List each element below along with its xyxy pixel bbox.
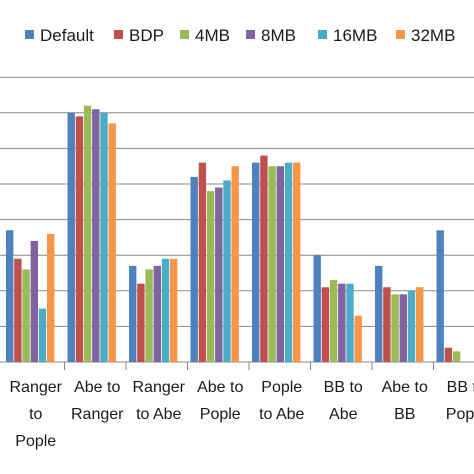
bar-32mb-6 bbox=[416, 287, 424, 362]
bar-default-6 bbox=[375, 265, 383, 362]
bar-16mb-1 bbox=[100, 112, 108, 362]
category-tick-label: Pople bbox=[446, 406, 474, 423]
bar-8mb-5 bbox=[338, 283, 346, 362]
category-tick-label: Ranger bbox=[133, 379, 186, 396]
bar-4mb-6 bbox=[391, 294, 399, 362]
bar-4mb-3 bbox=[206, 191, 215, 362]
bar-8mb-4 bbox=[276, 166, 284, 362]
bar-4mb-7 bbox=[452, 351, 461, 362]
legend-label-4mb: 4MB bbox=[195, 26, 230, 45]
legend-label-bdp: BDP bbox=[129, 26, 164, 45]
bar-16mb-3 bbox=[223, 180, 231, 362]
legend-label-32mb: 32MB bbox=[411, 26, 455, 45]
bar-4mb-1 bbox=[83, 105, 92, 363]
category-tick-label: Abe to bbox=[74, 379, 120, 396]
bar-bdp-4 bbox=[260, 155, 268, 362]
legend-swatch-32mb bbox=[396, 30, 405, 39]
bar-16mb-0 bbox=[38, 308, 47, 362]
category-tick-label: Pople bbox=[15, 433, 56, 450]
legend-swatch-16mb bbox=[318, 30, 327, 39]
category-tick-label: Ranger bbox=[71, 406, 124, 423]
category-tick-label: BB to bbox=[447, 379, 474, 396]
bar-8mb-2 bbox=[153, 265, 161, 362]
bar-4mb-2 bbox=[145, 269, 153, 362]
bar-8mb-6 bbox=[399, 294, 407, 362]
category-tick-label: to Abe bbox=[136, 406, 181, 423]
category-tick-label: Pople bbox=[200, 406, 241, 423]
bar-bdp-3 bbox=[198, 162, 207, 362]
legend-swatch-bdp bbox=[114, 30, 123, 39]
bar-32mb-3 bbox=[231, 166, 239, 362]
category-axis: Ranger to Pople Abe to Ranger Ranger to Abe Abe… bbox=[10, 362, 474, 450]
bar-4mb-0 bbox=[22, 269, 30, 362]
bars bbox=[6, 105, 461, 363]
bar-16mb-2 bbox=[161, 258, 170, 362]
bar-16mb-4 bbox=[284, 162, 293, 362]
category-tick-label: Ranger bbox=[10, 379, 63, 396]
bar-default-1 bbox=[67, 112, 75, 362]
bar-bdp-5 bbox=[321, 287, 330, 362]
legend-swatch-default bbox=[25, 30, 34, 39]
category-tick-label: Abe to bbox=[382, 379, 428, 396]
bar-8mb-3 bbox=[215, 187, 223, 362]
legend-label-8mb: 8MB bbox=[261, 26, 296, 45]
bar-16mb-5 bbox=[346, 283, 354, 362]
category-tick-label: to Abe bbox=[259, 406, 304, 423]
bar-bdp-6 bbox=[383, 287, 391, 362]
bar-4mb-5 bbox=[329, 280, 338, 362]
legend: Default BDP 4MB 8MB 16MB 32MB bbox=[25, 26, 455, 45]
bar-bdp-7 bbox=[444, 347, 453, 362]
category-tick-label: Abe to bbox=[197, 379, 243, 396]
legend-label-16mb: 16MB bbox=[333, 26, 377, 45]
bar-bdp-1 bbox=[75, 116, 84, 362]
bar-bdp-0 bbox=[14, 258, 22, 362]
bar-32mb-0 bbox=[47, 233, 55, 362]
bar-default-5 bbox=[313, 255, 321, 362]
bar-default-2 bbox=[129, 265, 137, 362]
legend-swatch-4mb bbox=[180, 30, 189, 39]
bar-32mb-1 bbox=[108, 123, 116, 362]
bar-default-0 bbox=[6, 230, 14, 362]
bar-8mb-1 bbox=[92, 109, 100, 363]
legend-label-default: Default bbox=[40, 26, 94, 45]
legend-swatch-8mb bbox=[246, 30, 255, 39]
bar-32mb-4 bbox=[293, 162, 301, 362]
bar-32mb-5 bbox=[354, 315, 362, 362]
bar-8mb-0 bbox=[30, 240, 38, 362]
bar-bdp-2 bbox=[137, 283, 145, 362]
category-tick-label: to bbox=[29, 406, 42, 423]
category-tick-label: Abe bbox=[329, 406, 358, 423]
bar-16mb-6 bbox=[407, 290, 416, 362]
bar-4mb-4 bbox=[268, 166, 276, 362]
bar-default-7 bbox=[436, 230, 444, 362]
bar-default-3 bbox=[190, 176, 198, 362]
bar-32mb-2 bbox=[170, 258, 178, 362]
category-tick-label: BB bbox=[394, 406, 415, 423]
category-tick-label: BB to bbox=[324, 379, 363, 396]
bar-default-4 bbox=[252, 162, 260, 362]
category-tick-label: Pople bbox=[261, 379, 302, 396]
